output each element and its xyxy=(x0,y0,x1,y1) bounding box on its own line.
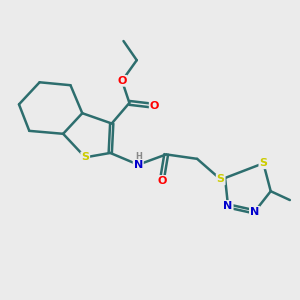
Text: H: H xyxy=(135,152,142,161)
Text: O: O xyxy=(150,101,159,111)
Text: O: O xyxy=(157,176,167,186)
Text: S: S xyxy=(81,152,89,162)
Text: S: S xyxy=(217,174,225,184)
Text: S: S xyxy=(260,158,267,168)
Text: N: N xyxy=(134,160,143,170)
Text: O: O xyxy=(117,76,127,86)
Text: N: N xyxy=(250,207,259,217)
Text: N: N xyxy=(224,201,233,211)
